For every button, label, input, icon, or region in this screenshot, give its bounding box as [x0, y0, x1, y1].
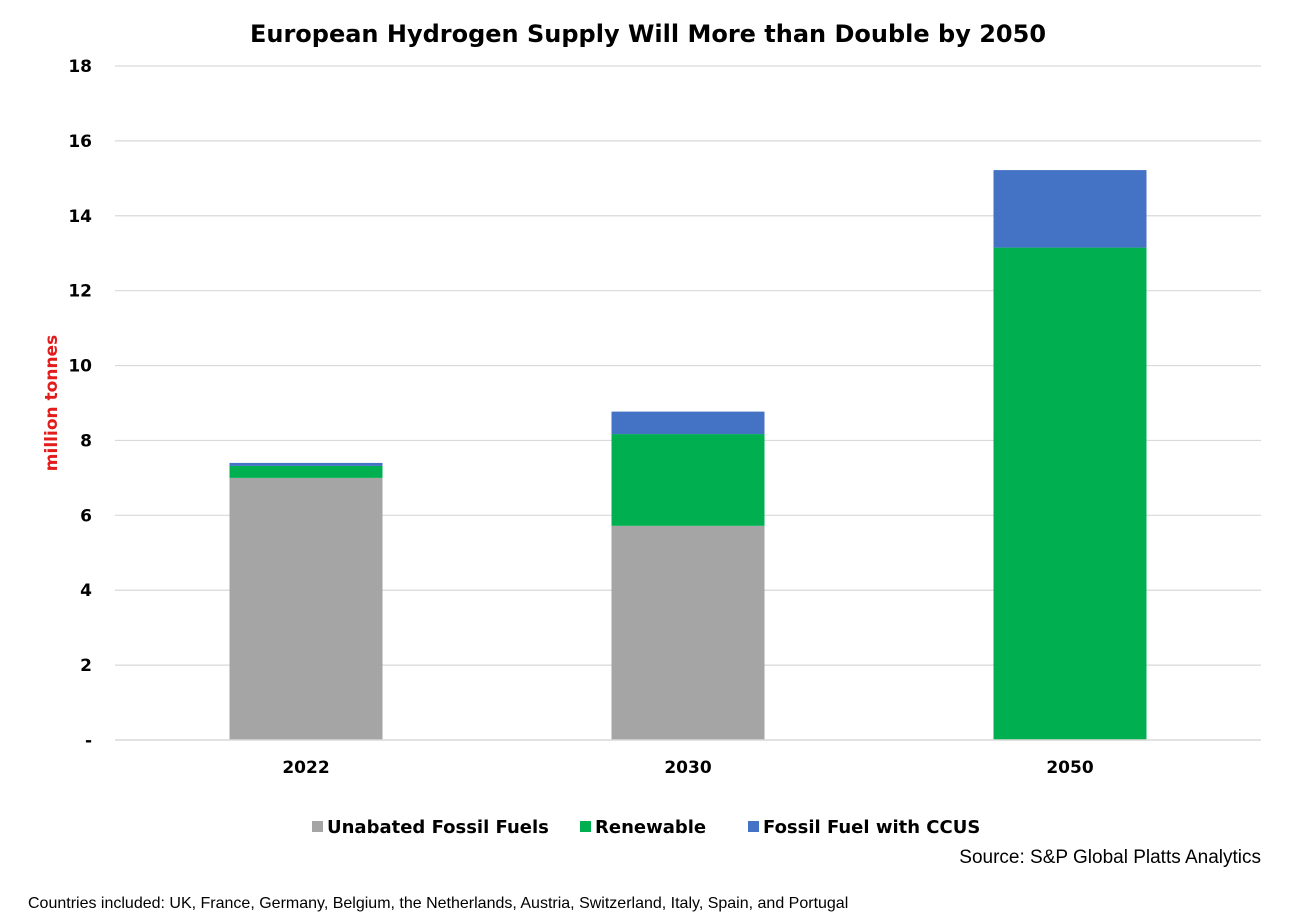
- x-tick-label-2022: 2022: [282, 758, 329, 778]
- y-axis-ticks: - 2 4 6 8 10 12 14 16 18: [68, 57, 92, 751]
- legend-swatch-renewable: [580, 821, 591, 832]
- y-axis-label: million tonnes: [42, 335, 62, 471]
- y-tick-label-8: 8: [80, 431, 92, 451]
- bar-2030-unabated-fossil-fuels: [611, 525, 765, 740]
- y-tick-label-10: 10: [68, 357, 92, 377]
- bar-2030-fossil-fuel-with-ccus: [611, 411, 765, 435]
- legend: Unabated Fossil Fuels Renewable Fossil Fue…: [312, 817, 980, 838]
- bar-2050-fossil-fuel-with-ccus: [993, 170, 1147, 248]
- bar-2030-renewable: [611, 434, 765, 526]
- bar-2022-unabated-fossil-fuels: [229, 477, 383, 740]
- chart-title: European Hydrogen Supply Will More than …: [250, 20, 1046, 48]
- y-tick-label-18: 18: [68, 57, 92, 77]
- legend-swatch-fossil-fuel-with-ccus: [748, 821, 759, 832]
- y-tick-label-12: 12: [68, 282, 92, 302]
- bars: [229, 170, 1147, 740]
- bar-2022-renewable: [229, 465, 383, 478]
- legend-label-fossil-fuel-with-ccus: Fossil Fuel with CCUS: [763, 817, 980, 838]
- legend-label-renewable: Renewable: [595, 817, 706, 838]
- legend-swatch-unabated-fossil-fuels: [312, 821, 323, 832]
- bar-2050-renewable: [993, 247, 1147, 740]
- legend-label-unabated-fossil-fuels: Unabated Fossil Fuels: [327, 817, 549, 838]
- y-tick-label-2: 2: [80, 656, 92, 676]
- y-tick-label-14: 14: [68, 207, 92, 227]
- y-tick-label-16: 16: [68, 132, 92, 152]
- footnote: Countries included: UK, France, Germany,…: [28, 895, 848, 912]
- x-tick-label-2050: 2050: [1046, 758, 1093, 778]
- source-note: Source: S&P Global Platts Analytics: [959, 847, 1261, 868]
- bar-2022-fossil-fuel-with-ccus: [229, 462, 383, 466]
- y-tick-label-6: 6: [80, 506, 92, 526]
- y-tick-label-0: -: [85, 731, 92, 751]
- x-tick-label-2030: 2030: [664, 758, 711, 778]
- y-tick-label-4: 4: [80, 581, 92, 601]
- x-axis-ticks: 2022 2030 2050: [282, 758, 1093, 778]
